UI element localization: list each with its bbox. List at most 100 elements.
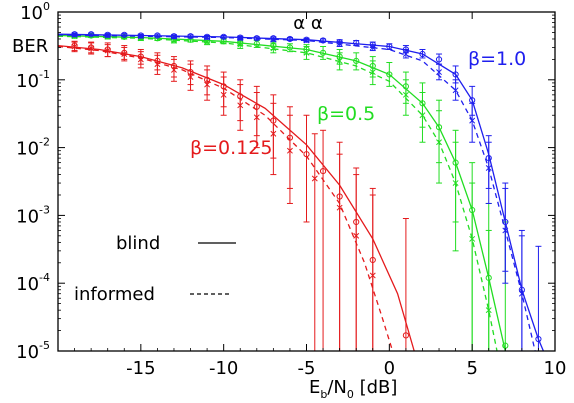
legend-label-blind: blind: [116, 233, 160, 254]
data-point-informed: [137, 33, 144, 40]
y-tick-base: 10: [16, 139, 39, 160]
y-tick-label: 10-1: [16, 68, 50, 92]
x-axis-label-sub-b: b: [320, 388, 327, 401]
x-tick-label: -10: [209, 358, 238, 379]
data-point-blind: [187, 33, 194, 40]
data-point-informed: [336, 57, 343, 64]
y-tick-base: 10: [16, 274, 39, 295]
data-point-informed: [436, 139, 442, 146]
data-point-blind: [386, 71, 393, 78]
data-point-blind: [121, 31, 128, 38]
y-tick-base: 10: [16, 206, 39, 227]
y-tick-label: 100: [20, 0, 50, 24]
x-axis-label-n: /N: [327, 377, 347, 398]
data-point-informed: [353, 232, 360, 239]
data-point-informed: [452, 87, 459, 94]
series-label-beta-0125: β=0.125: [190, 137, 272, 159]
y-tick-exponent: -2: [39, 136, 50, 149]
data-point-informed: [402, 91, 409, 98]
data-point-informed: [154, 61, 161, 68]
y-tick-base: 10: [16, 342, 39, 363]
data-point-informed: [88, 45, 95, 52]
data-point-informed: [187, 74, 194, 80]
data-point-blind: [286, 35, 294, 43]
y-tick-exponent: -1: [39, 68, 50, 81]
data-point-informed: [369, 44, 376, 51]
data-point-informed: [303, 49, 310, 56]
y-tick-label: 10-3: [16, 203, 50, 227]
y-tick-base: 10: [20, 3, 43, 24]
data-point-informed: [311, 175, 318, 182]
data-point-informed: [270, 45, 277, 52]
x-axis-label-unit: [dB]: [354, 377, 398, 398]
data-point-informed: [369, 272, 376, 279]
data-point-blind: [469, 97, 476, 104]
data-point-blind: [353, 57, 360, 65]
y-tick-label: 10-4: [16, 271, 50, 295]
y-tick-exponent: -3: [39, 203, 50, 216]
data-point-informed: [204, 34, 211, 41]
data-point-informed: [369, 69, 376, 76]
data-point-informed: [253, 114, 260, 121]
data-point-informed: [402, 51, 409, 57]
data-point-informed: [171, 66, 177, 73]
y-axis-label: BER: [12, 36, 48, 57]
data-point-informed: [104, 32, 111, 39]
data-point-informed: [502, 227, 509, 234]
data-point-blind: [286, 44, 294, 51]
data-point-informed: [286, 147, 293, 154]
data-point-informed: [71, 31, 78, 38]
data-point-informed: [204, 39, 211, 46]
legend-label-informed: informed: [74, 284, 155, 305]
data-point-blind: [319, 37, 327, 44]
data-point-blind: [386, 43, 393, 50]
data-point-blind: [137, 32, 144, 39]
data-point-blind: [303, 151, 310, 158]
series-informed-curve: [58, 45, 394, 351]
x-axis-label-sub-0: 0: [347, 388, 354, 401]
data-point-blind: [154, 32, 161, 39]
data-point-blind: [71, 31, 78, 38]
data-point-informed: [336, 204, 343, 211]
data-point-informed: [270, 130, 277, 137]
data-point-blind: [170, 33, 178, 40]
data-point-informed: [121, 51, 128, 57]
data-point-blind: [253, 35, 260, 42]
data-point-blind: [402, 332, 409, 339]
data-point-informed: [270, 36, 277, 43]
x-axis-label-e: E: [309, 377, 320, 398]
data-point-blind: [88, 31, 95, 38]
data-point-informed: [419, 112, 426, 119]
x-tick-label: 0: [384, 358, 395, 379]
data-point-informed: [204, 81, 211, 88]
data-point-informed: [71, 43, 78, 50]
data-point-blind: [220, 33, 227, 40]
data-point-informed: [237, 102, 244, 109]
series-2: [58, 31, 544, 351]
chart-title: α α: [293, 13, 322, 34]
data-point-informed: [237, 35, 244, 42]
series-layer: [58, 31, 544, 351]
y-tick-exponent: -5: [39, 339, 50, 352]
data-point-informed: [485, 307, 492, 314]
y-tick-exponent: 0: [43, 0, 50, 13]
series-blind-curve: [58, 44, 415, 351]
x-axis-label: Eb/N0 [dB]: [309, 377, 397, 401]
data-point-informed: [436, 69, 442, 76]
data-point-blind: [419, 50, 426, 58]
series-label-beta-10: β=1.0: [468, 48, 526, 70]
x-tick-label: -5: [298, 358, 316, 379]
series-label-beta-05: β=0.5: [317, 103, 375, 125]
legend: blind informed: [74, 233, 236, 305]
data-point-informed: [237, 41, 244, 48]
data-point-blind: [535, 335, 542, 343]
x-tick-label: -15: [126, 358, 155, 379]
y-tick-base: 10: [16, 71, 39, 92]
data-point-informed: [220, 91, 227, 98]
data-point-blind: [435, 56, 443, 63]
data-point-informed: [303, 37, 310, 44]
x-tick-label: 5: [466, 358, 477, 379]
series-0: [58, 40, 415, 351]
data-point-blind: [104, 31, 111, 38]
